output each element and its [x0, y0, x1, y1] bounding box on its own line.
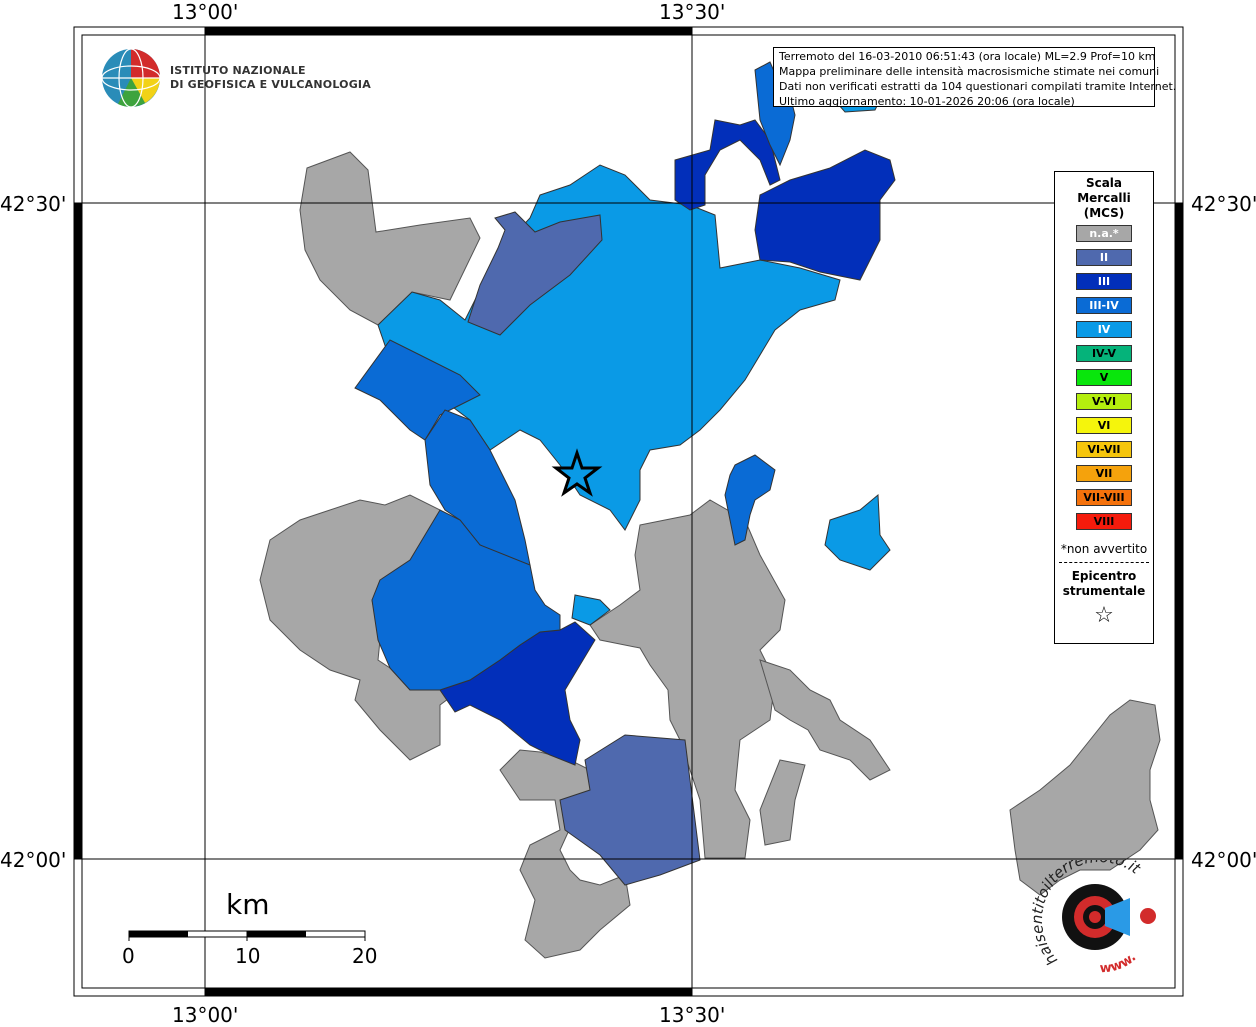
lat-label-right-south: 42°00': [1191, 848, 1256, 872]
legend-epicenter-label: Epicentro strumentale: [1055, 569, 1153, 599]
svg-text:www.: www.: [1099, 950, 1139, 976]
event-info-line1: Terremoto del 16-03-2010 06:51:43 (ora l…: [779, 50, 1156, 63]
event-info-box: Terremoto del 16-03-2010 06:51:43 (ora l…: [773, 47, 1177, 108]
lon-label-bottom-east: 13°30': [659, 1003, 726, 1027]
lat-label-left-south: 42°00': [0, 848, 67, 872]
legend-items: n.a.* II III III-IV IV IV-V V V-VI VI VI-VII VII VI…: [1055, 225, 1153, 530]
epicenter-star: [551, 448, 603, 497]
legend-title-line2: Mercalli: [1077, 191, 1131, 205]
legend-item: VIII: [1076, 513, 1132, 530]
legend-item: VI: [1076, 417, 1132, 434]
lat-label-left-north: 42°30': [0, 192, 67, 216]
legend-item: IV-V: [1076, 345, 1132, 362]
legend-divider: [1059, 562, 1149, 563]
legend-note: *non avvertito: [1060, 542, 1148, 556]
legend-item: III: [1076, 273, 1132, 290]
haisentito-logo-icon: [1062, 884, 1156, 950]
legend-item: III-IV: [1076, 297, 1132, 314]
scale-tick-20: 20: [352, 944, 378, 968]
institute-name: ISTITUTO NAZIONALE DI GEOFISICA E VULCAN…: [170, 64, 371, 92]
lat-label-right-north: 42°30': [1191, 192, 1256, 216]
region-na: [259, 151, 1161, 959]
graticule: [74, 27, 1183, 996]
haisentito-text: haisentitoilterremoto.it www.: [1030, 860, 1145, 976]
legend-title: Scala Mercalli (MCS): [1055, 176, 1153, 221]
lon-label-top-west: 13°00': [172, 0, 239, 24]
legend-item: II: [1076, 249, 1132, 266]
legend-item: V-VI: [1076, 393, 1132, 410]
scale-unit: km: [226, 888, 270, 921]
region-iii-iv: [354, 61, 796, 691]
institute-line2: DI GEOFISICA E VULCANOLOGIA: [170, 78, 371, 91]
region-ii: [467, 211, 701, 886]
event-info-line2: Mappa preliminare delle intensità macros…: [779, 65, 1160, 78]
legend-item: IV: [1076, 321, 1132, 338]
ingv-logo-icon: [101, 48, 161, 108]
legend-item: VI-VII: [1076, 441, 1132, 458]
legend-item: VII-VIII: [1076, 489, 1132, 506]
haisentito-www: www.: [1099, 950, 1139, 976]
legend-item: VII: [1076, 465, 1132, 482]
event-info-line3: Dati non verificati estratti da 104 ques…: [779, 80, 1177, 93]
event-info-line4: Ultimo aggiornamento: 10-01-2026 20:06 (…: [779, 95, 1075, 108]
legend-item: n.a.*: [1076, 225, 1132, 242]
mcs-legend: Scala Mercalli (MCS) n.a.* II III III-IV IV I…: [1054, 171, 1154, 644]
legend-item: V: [1076, 369, 1132, 386]
legend-title-line1: Scala: [1085, 176, 1123, 190]
legend-epicenter-line2: strumentale: [1062, 584, 1146, 598]
scale-tick-10: 10: [235, 944, 261, 968]
scale-bar: [128, 930, 366, 941]
frame-ticks: [74, 27, 1183, 996]
lon-label-top-east: 13°30': [659, 0, 726, 24]
legend-epicenter-line1: Epicentro: [1071, 569, 1137, 583]
legend-title-line3: (MCS): [1083, 206, 1125, 220]
lon-label-bottom-west: 13°00': [172, 1003, 239, 1027]
institute-line1: ISTITUTO NAZIONALE: [170, 64, 306, 77]
scale-tick-0: 0: [122, 944, 135, 968]
star-icon: ☆: [1094, 603, 1114, 628]
